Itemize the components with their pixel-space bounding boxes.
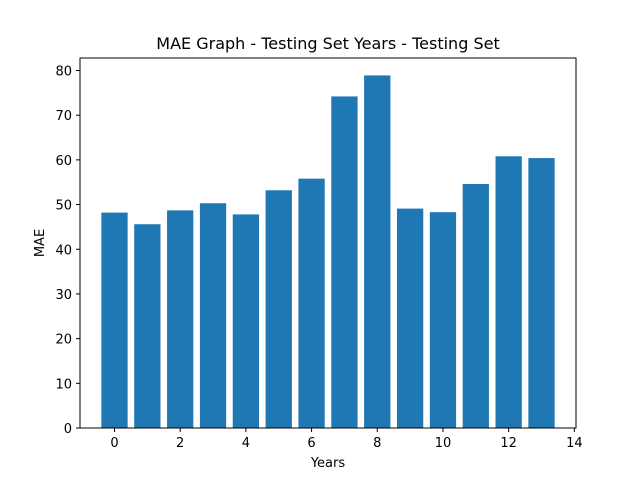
y-tick-label: 50 bbox=[55, 199, 72, 214]
y-tick-label: 70 bbox=[55, 109, 72, 124]
bar-year-6 bbox=[298, 178, 325, 428]
x-tick-label: 4 bbox=[242, 436, 250, 451]
bar-year-3 bbox=[199, 203, 227, 428]
bar-year-9 bbox=[396, 208, 424, 428]
bar-year-1 bbox=[134, 224, 161, 428]
y-axis-label: MAE bbox=[33, 229, 48, 257]
x-tick-label: 10 bbox=[435, 436, 452, 451]
x-axis-ticks: 0 2 4 6 8 10 12 14 bbox=[110, 428, 583, 451]
bar-year-13 bbox=[528, 158, 555, 428]
y-tick-label: 0 bbox=[64, 422, 72, 437]
bar-year-8 bbox=[364, 75, 391, 428]
y-tick-label: 30 bbox=[55, 288, 72, 303]
bar-year-5 bbox=[265, 190, 292, 428]
x-tick-label: 14 bbox=[566, 436, 583, 451]
bar-year-12 bbox=[495, 156, 522, 428]
y-tick-label: 10 bbox=[55, 377, 72, 392]
x-tick-label: 2 bbox=[176, 436, 184, 451]
y-tick-label: 80 bbox=[55, 65, 72, 80]
x-tick-label: 6 bbox=[307, 436, 315, 451]
y-tick-label: 40 bbox=[55, 243, 72, 258]
y-tick-label: 20 bbox=[55, 333, 72, 348]
bar-year-2 bbox=[167, 210, 194, 428]
bar-year-0 bbox=[101, 212, 128, 428]
bar-year-10 bbox=[429, 212, 457, 428]
bar-year-4 bbox=[232, 214, 260, 428]
x-axis-label: Years bbox=[310, 456, 346, 471]
bar-year-11 bbox=[462, 184, 489, 428]
y-axis-ticks: 0 10 20 30 40 50 60 70 80 bbox=[55, 65, 80, 437]
y-tick-label: 60 bbox=[55, 154, 72, 169]
plot-frame bbox=[79, 57, 577, 429]
x-tick-label: 8 bbox=[373, 436, 381, 451]
x-tick-label: 0 bbox=[110, 436, 118, 451]
bars-layer bbox=[101, 75, 555, 428]
bar-year-7 bbox=[331, 96, 358, 428]
chart-title: MAE Graph - Testing Set Years - Testing … bbox=[156, 34, 499, 53]
x-tick-label: 12 bbox=[500, 436, 517, 451]
